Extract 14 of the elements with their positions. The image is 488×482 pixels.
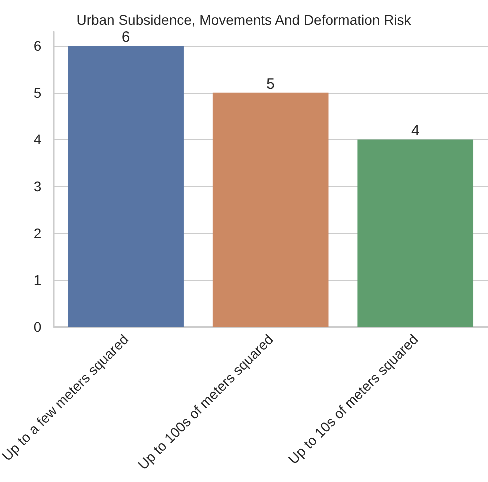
y-tick-label: 0: [34, 319, 42, 335]
y-tick-label: 6: [34, 38, 42, 54]
y-tick-label: 2: [34, 225, 42, 242]
y-tick-label: 3: [34, 178, 42, 195]
chart-title: Urban Subsidence, Movements And Deformation Risk: [76, 12, 412, 28]
data-label: 5: [266, 76, 276, 93]
bar: [212, 92, 329, 327]
data-label: 6: [122, 29, 130, 46]
y-tick-label: 4: [34, 132, 42, 148]
bar: [68, 46, 184, 327]
y-tick-label: 1: [34, 272, 42, 288]
y-tick-label: 5: [34, 84, 42, 101]
data-label: 4: [411, 122, 420, 140]
bar: [358, 140, 474, 327]
